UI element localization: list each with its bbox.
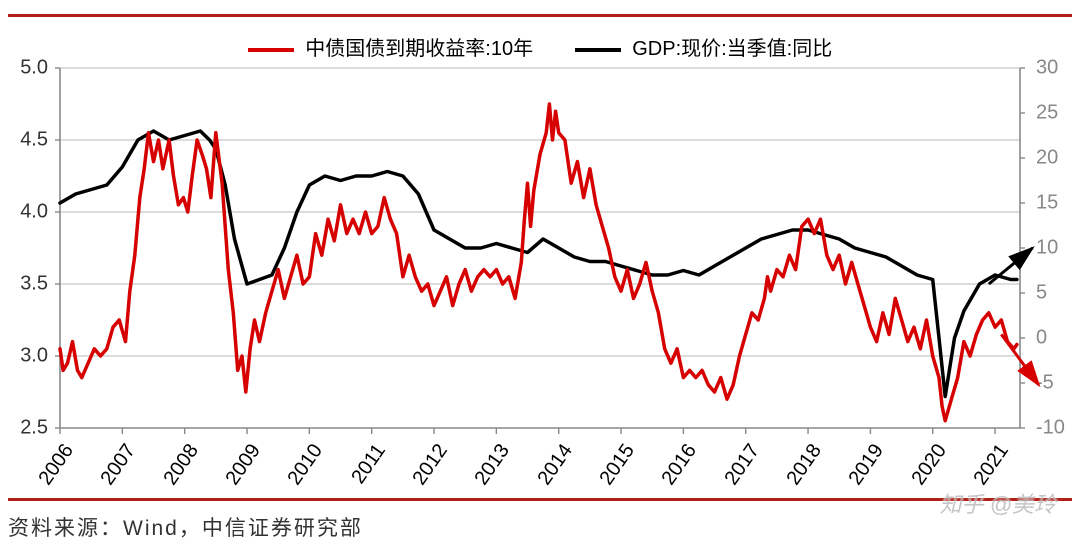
x-tick-label: 2013 [471, 440, 515, 490]
x-tick-label: 2006 [34, 440, 78, 490]
y-left-axis-labels: 2.53.03.54.04.55.0 [0, 68, 54, 428]
legend-label-2: GDP:现价:当季值:同比 [632, 38, 832, 60]
x-tick-label: 2017 [720, 440, 764, 490]
bottom-divider [8, 498, 1072, 501]
y-left-tick-label: 3.0 [20, 345, 48, 368]
x-tick-label: 2021 [970, 440, 1014, 490]
y-left-tick-label: 3.5 [20, 273, 48, 296]
y-right-tick-label: -10 [1036, 417, 1065, 440]
watermark-text: 知乎 @美玲 [940, 487, 1056, 519]
y-left-tick-label: 4.0 [20, 201, 48, 224]
x-axis-labels: 2006200720082009201020112012201320142015… [60, 432, 1020, 492]
x-tick-label: 2020 [907, 440, 951, 490]
x-tick-label: 2019 [845, 440, 889, 490]
y-left-tick-label: 4.5 [20, 129, 48, 152]
legend-item-1: 中债国债到期收益率:10年 [248, 32, 533, 61]
x-tick-label: 2008 [159, 440, 203, 490]
chart-svg [60, 68, 1020, 428]
y-left-tick-label: 5.0 [20, 57, 48, 80]
legend-label-1: 中债国债到期收益率:10年 [305, 38, 533, 60]
x-tick-label: 2018 [783, 440, 827, 490]
y-right-tick-label: 30 [1036, 57, 1058, 80]
x-tick-label: 2014 [533, 440, 577, 490]
legend-swatch-2 [575, 48, 621, 52]
y-right-tick-label: 0 [1036, 327, 1047, 350]
y-right-axis-labels: -10-5051015202530 [1030, 68, 1080, 428]
legend-swatch-1 [248, 48, 294, 52]
x-tick-label: 2015 [596, 440, 640, 490]
x-tick-label: 2011 [347, 440, 391, 488]
y-right-tick-label: 25 [1036, 102, 1058, 125]
y-right-tick-label: 20 [1036, 147, 1058, 170]
y-left-tick-label: 2.5 [20, 417, 48, 440]
x-tick-label: 2007 [97, 440, 141, 490]
legend: 中债国债到期收益率:10年 GDP:现价:当季值:同比 [0, 32, 1080, 61]
y-right-tick-label: 15 [1036, 192, 1058, 215]
x-tick-label: 2009 [221, 440, 265, 490]
x-tick-label: 2016 [658, 440, 702, 490]
x-tick-label: 2010 [284, 440, 328, 490]
x-tick-label: 2012 [408, 440, 452, 490]
top-divider [8, 14, 1072, 17]
legend-item-2: GDP:现价:当季值:同比 [575, 32, 833, 61]
y-right-tick-label: 10 [1036, 237, 1058, 260]
y-right-tick-label: 5 [1036, 282, 1047, 305]
source-text: 资料来源：Wind，中信证券研究部 [8, 512, 363, 542]
chart-plot-area [60, 68, 1020, 428]
